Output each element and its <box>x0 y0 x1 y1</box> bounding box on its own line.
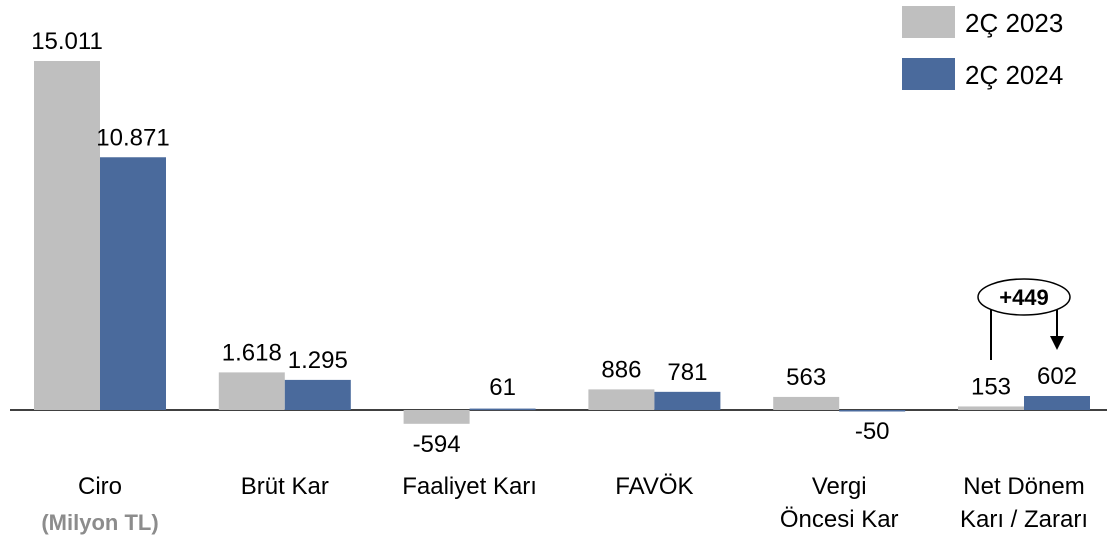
bar <box>773 396 840 410</box>
bar <box>1024 396 1090 410</box>
value-label: 61 <box>489 374 516 401</box>
value-label: 15.011 <box>31 28 103 55</box>
legend-label: 2Ç 2024 <box>965 60 1063 90</box>
bar <box>218 372 285 410</box>
value-label: 602 <box>1037 363 1077 390</box>
bar <box>654 391 721 410</box>
arrow-head <box>1050 336 1064 350</box>
x-tick-label: Brüt Kar <box>240 473 329 500</box>
x-tick-label: Net Dönem Karı / Zararı <box>959 473 1089 533</box>
value-label: 781 <box>667 359 707 386</box>
value-label: -594 <box>413 431 461 458</box>
bar <box>958 406 1024 410</box>
x-tick-label: Ciro <box>77 473 122 500</box>
bar <box>588 389 655 410</box>
legend-label: 2Ç 2023 <box>965 8 1063 38</box>
x-tick-label: Vergi Öncesi Kar <box>779 473 899 533</box>
value-label: 153 <box>971 373 1011 400</box>
annotation-ellipse <box>977 278 1071 316</box>
bar <box>284 379 351 410</box>
x-tick-label: FAVÖK <box>615 473 694 500</box>
value-label: 10.871 <box>96 124 169 151</box>
legend-swatch <box>902 58 955 90</box>
value-label: 886 <box>601 356 641 383</box>
value-label: 1.295 <box>288 347 348 374</box>
bar <box>839 410 906 412</box>
bar <box>34 61 100 410</box>
bar <box>403 410 470 424</box>
annotation: +449 <box>999 285 1049 310</box>
x-tick-label: Faaliyet Karı <box>402 473 537 500</box>
subtitle: (Milyon TL) <box>41 510 159 535</box>
legend-swatch <box>902 6 955 38</box>
value-label: -50 <box>855 418 890 445</box>
value-label: 1.618 <box>222 339 282 366</box>
bar <box>469 408 536 411</box>
bar <box>100 157 166 410</box>
value-label: 563 <box>786 364 826 391</box>
